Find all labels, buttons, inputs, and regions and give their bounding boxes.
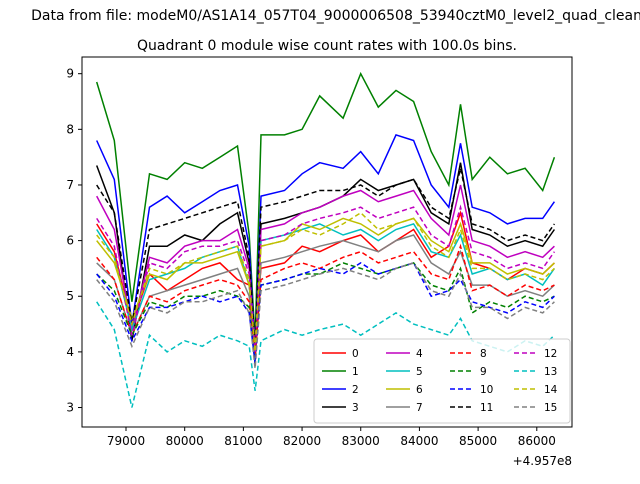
figure-suptitle: Data from file: modeM0/AS1A14_057T04_900… bbox=[31, 8, 640, 24]
legend-label-13: 13 bbox=[544, 366, 557, 378]
legend-box bbox=[313, 338, 571, 424]
legend-label-15: 15 bbox=[544, 402, 557, 414]
plot-frame bbox=[81, 56, 573, 428]
y-tick-label: 9 bbox=[66, 67, 74, 81]
x-tick-label: 84000 bbox=[400, 434, 438, 448]
legend-label-6: 6 bbox=[416, 384, 423, 396]
chart-title: Quadrant 0 module wise count rates with … bbox=[137, 38, 517, 54]
legend-label-8: 8 bbox=[480, 348, 487, 360]
series-line-14 bbox=[96, 211, 555, 352]
legend-label-5: 5 bbox=[416, 366, 423, 378]
y-tick-label: 7 bbox=[66, 178, 74, 192]
series-line-15 bbox=[96, 262, 555, 369]
legend-label-0: 0 bbox=[352, 348, 359, 360]
series-line-2 bbox=[96, 133, 556, 352]
legend-label-10: 10 bbox=[480, 384, 493, 396]
y-tick-label: 3 bbox=[66, 401, 74, 415]
series-line-5 bbox=[96, 223, 556, 358]
legend-label-3: 3 bbox=[352, 402, 359, 414]
series-line-0 bbox=[96, 210, 555, 330]
legend-label-12: 12 bbox=[544, 348, 557, 360]
series-line-12 bbox=[96, 204, 556, 352]
x-tick-label: 83000 bbox=[342, 434, 380, 448]
series-line-4 bbox=[96, 184, 555, 352]
y-tick-label: 8 bbox=[66, 122, 74, 136]
series-line-6 bbox=[96, 217, 555, 347]
y-tick-label: 5 bbox=[66, 289, 74, 303]
legend-label-4: 4 bbox=[416, 348, 423, 360]
x-axis-offset-label: +4.957e8 bbox=[513, 454, 572, 468]
y-tick-label: 4 bbox=[66, 345, 74, 359]
x-tick-label: 82000 bbox=[283, 434, 321, 448]
y-axis: 3 4 5 6 7 8 9 bbox=[66, 67, 82, 415]
x-tick-label: 81000 bbox=[224, 434, 262, 448]
series-line-1 bbox=[95, 71, 556, 341]
x-tick-label: 85000 bbox=[459, 434, 497, 448]
x-tick-label: 86000 bbox=[518, 434, 556, 448]
legend-label-14: 14 bbox=[544, 384, 558, 396]
series-line-11 bbox=[96, 168, 556, 347]
x-tick-label: 80000 bbox=[166, 434, 204, 448]
series-layer bbox=[95, 71, 556, 408]
x-tick-label: 79000 bbox=[107, 434, 145, 448]
x-axis: 79000 80000 81000 82000 83000 84000 85000 86000 bbox=[107, 427, 556, 448]
y-tick-label: 6 bbox=[66, 234, 74, 248]
legend-label-7: 7 bbox=[416, 402, 423, 414]
legend-label-11: 11 bbox=[480, 402, 493, 414]
legend-label-2: 2 bbox=[352, 384, 359, 396]
series-line-8 bbox=[96, 243, 555, 358]
legend-label-1: 1 bbox=[352, 366, 359, 378]
series-line-7 bbox=[96, 234, 555, 364]
legend-label-9: 9 bbox=[480, 366, 487, 378]
